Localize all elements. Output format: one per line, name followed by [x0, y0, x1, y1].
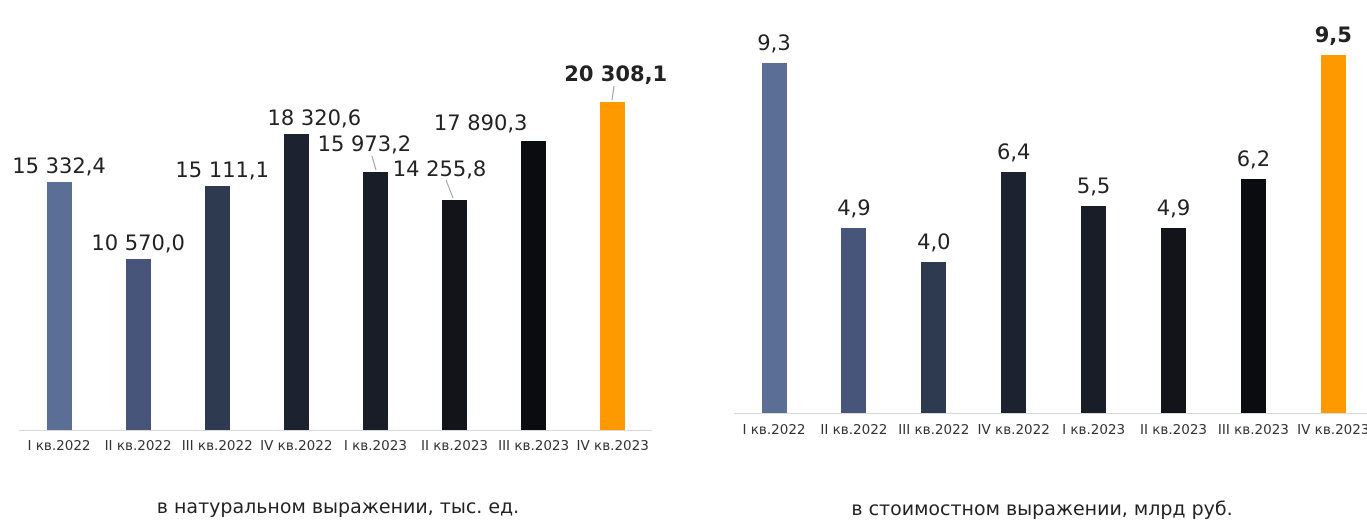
data-label: 4,9 — [837, 196, 871, 221]
data-label: 4,0 — [917, 230, 951, 255]
data-label: 10 570,0 — [91, 231, 185, 256]
leader-line — [445, 179, 454, 199]
x-tick-label: I кв.2023 — [343, 438, 407, 454]
x-tick-label: IV кв.2022 — [977, 422, 1050, 438]
data-label: 14 255,8 — [392, 156, 487, 181]
x-tick-label: II кв.2022 — [820, 422, 888, 438]
baseline — [19, 430, 653, 431]
x-tick-label: II кв.2023 — [420, 438, 488, 454]
bar — [204, 185, 230, 430]
chart-title: в стоимостном выражении, млрд руб. — [851, 498, 1233, 520]
data-label: 15 973,2 — [317, 132, 412, 156]
x-tick-label: I кв.2023 — [1062, 422, 1126, 438]
data-label: 9,3 — [757, 30, 791, 55]
data-label: 18 320,6 — [267, 106, 362, 131]
bar — [283, 134, 309, 430]
data-label: 15 111,1 — [175, 157, 269, 182]
data-label: 15 332,4 — [12, 154, 106, 179]
chart-title: в натуральном выражении, тыс. ед. — [156, 496, 520, 518]
data-label: 20 308,1 — [564, 62, 668, 86]
data-label: 17 890,3 — [433, 111, 528, 136]
leader-line — [611, 85, 615, 101]
bar — [362, 172, 388, 430]
bar — [921, 262, 947, 413]
bar — [1001, 171, 1027, 413]
data-label: 4,9 — [1156, 196, 1191, 221]
data-label: 9,5 — [1314, 23, 1352, 47]
bar — [1161, 228, 1186, 413]
bar — [521, 141, 547, 430]
x-tick-label: I кв.2022 — [27, 438, 91, 454]
bar — [841, 228, 867, 413]
leader-line — [371, 155, 377, 171]
x-tick-label: III кв.2022 — [898, 422, 970, 438]
x-tick-label: IV кв.2023 — [576, 438, 649, 454]
x-tick-label: IV кв.2022 — [260, 438, 333, 454]
bar — [1320, 55, 1346, 413]
bar — [1081, 205, 1107, 413]
data-label: 6,2 — [1236, 147, 1271, 172]
data-label: 6,4 — [996, 139, 1031, 164]
bar — [442, 199, 467, 430]
x-tick-label: II кв.2022 — [104, 438, 172, 454]
bar — [46, 182, 72, 430]
x-tick-label: I кв.2022 — [742, 422, 806, 438]
bar — [125, 259, 151, 430]
x-tick-label: III кв.2023 — [498, 438, 570, 454]
bar — [761, 62, 787, 413]
x-tick-label: III кв.2022 — [181, 438, 253, 454]
data-label: 5,5 — [1076, 173, 1111, 198]
x-tick-label: IV кв.2023 — [1297, 422, 1367, 438]
x-tick-label: II кв.2023 — [1139, 422, 1207, 438]
bar — [600, 102, 626, 430]
bar — [1240, 179, 1266, 413]
baseline — [734, 413, 1367, 414]
x-tick-label: III кв.2023 — [1217, 422, 1289, 438]
